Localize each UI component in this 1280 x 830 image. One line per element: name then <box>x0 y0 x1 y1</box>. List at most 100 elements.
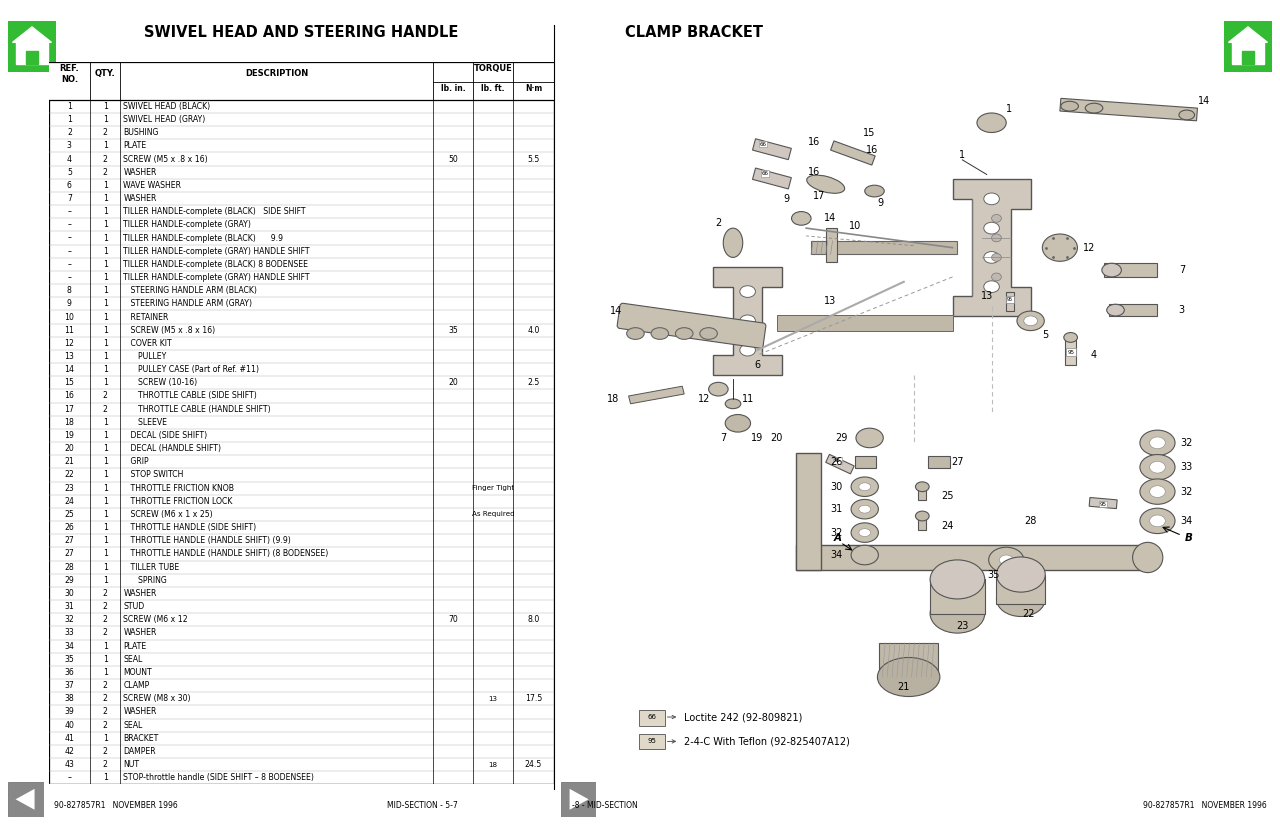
Ellipse shape <box>915 511 929 521</box>
Text: WASHER: WASHER <box>123 589 157 598</box>
Text: 21: 21 <box>64 457 74 466</box>
FancyArrowPatch shape <box>667 715 676 719</box>
Ellipse shape <box>996 557 1046 592</box>
Text: 6: 6 <box>67 181 72 190</box>
Text: REF.: REF. <box>59 65 79 73</box>
Text: SCREW (M6 x 12: SCREW (M6 x 12 <box>123 615 188 624</box>
Text: 2: 2 <box>102 694 108 703</box>
Text: 1: 1 <box>67 102 72 111</box>
Text: 22: 22 <box>64 471 74 480</box>
Text: 43: 43 <box>64 760 74 769</box>
Text: 1: 1 <box>102 313 108 321</box>
Text: SCREW (M5 x .8 x 16): SCREW (M5 x .8 x 16) <box>123 325 215 334</box>
Text: 18: 18 <box>489 762 498 768</box>
Text: 20: 20 <box>64 444 74 453</box>
Text: 2: 2 <box>102 589 108 598</box>
Polygon shape <box>1229 27 1267 42</box>
Text: PULLEY CASE (Part of Ref. #11): PULLEY CASE (Part of Ref. #11) <box>123 365 260 374</box>
Text: 1: 1 <box>102 247 108 256</box>
Ellipse shape <box>1016 311 1044 330</box>
Bar <box>919 516 927 530</box>
Text: 38: 38 <box>64 694 74 703</box>
Text: PLATE: PLATE <box>123 141 147 150</box>
Text: 1: 1 <box>102 352 108 361</box>
Ellipse shape <box>1140 508 1175 534</box>
Text: –: – <box>68 273 72 282</box>
Polygon shape <box>952 179 1030 316</box>
Text: 34: 34 <box>1180 516 1193 526</box>
Text: 50: 50 <box>448 154 458 164</box>
Text: QTY.: QTY. <box>95 70 115 79</box>
Ellipse shape <box>726 399 741 408</box>
Text: 13: 13 <box>980 291 993 301</box>
Text: 11: 11 <box>741 394 754 404</box>
Text: SCREW (M6 x 1 x 25): SCREW (M6 x 1 x 25) <box>123 510 212 519</box>
Ellipse shape <box>851 500 878 519</box>
Text: 5.5: 5.5 <box>527 154 540 164</box>
Text: TILLER HANDLE-complete (BLACK) 8 BODENSEE: TILLER HANDLE-complete (BLACK) 8 BODENSE… <box>123 260 308 269</box>
Text: 95: 95 <box>648 739 657 745</box>
Text: 1: 1 <box>102 774 108 782</box>
Ellipse shape <box>859 529 870 536</box>
FancyArrowPatch shape <box>667 740 676 743</box>
Text: 8.0: 8.0 <box>527 615 540 624</box>
Text: 14: 14 <box>609 306 622 316</box>
Text: 34: 34 <box>829 550 842 560</box>
Ellipse shape <box>992 234 1001 242</box>
Text: COVER KIT: COVER KIT <box>123 339 173 348</box>
Text: TILLER HANDLE-complete (GRAY) HANDLE SHIFT: TILLER HANDLE-complete (GRAY) HANDLE SHI… <box>123 247 310 256</box>
Text: TILLER TUBE: TILLER TUBE <box>123 563 179 572</box>
Text: 2: 2 <box>102 707 108 716</box>
Ellipse shape <box>984 222 1000 234</box>
Text: 40: 40 <box>64 720 74 730</box>
Text: DECAL (HANDLE SHIFT): DECAL (HANDLE SHIFT) <box>123 444 221 453</box>
Text: 20: 20 <box>771 433 783 443</box>
Ellipse shape <box>931 594 984 633</box>
Bar <box>796 545 1148 569</box>
Text: 18: 18 <box>64 417 74 427</box>
Text: 30: 30 <box>829 481 842 491</box>
Text: 21: 21 <box>897 681 910 691</box>
Text: 1: 1 <box>102 444 108 453</box>
Polygon shape <box>13 27 51 42</box>
Text: 2: 2 <box>716 218 722 228</box>
Text: 17: 17 <box>813 191 826 201</box>
Ellipse shape <box>992 214 1001 222</box>
Text: STOP SWITCH: STOP SWITCH <box>123 471 184 480</box>
Text: 1: 1 <box>102 431 108 440</box>
Polygon shape <box>17 42 47 65</box>
Text: 17: 17 <box>64 405 74 413</box>
Text: SPRING: SPRING <box>123 576 168 585</box>
Text: 5: 5 <box>67 168 72 177</box>
Text: THROTTLE HANDLE (HANDLE SHIFT) (8 BODENSEE): THROTTLE HANDLE (HANDLE SHIFT) (8 BODENS… <box>123 549 329 559</box>
Text: THROTTLE HANDLE (SIDE SHIFT): THROTTLE HANDLE (SIDE SHIFT) <box>123 523 256 532</box>
Text: 1: 1 <box>102 378 108 388</box>
Text: 1: 1 <box>102 208 108 216</box>
Ellipse shape <box>1000 555 1012 564</box>
Text: 2.5: 2.5 <box>527 378 540 388</box>
Text: PLATE: PLATE <box>123 642 147 651</box>
FancyBboxPatch shape <box>8 21 56 72</box>
Text: 2: 2 <box>102 747 108 756</box>
Text: 12: 12 <box>698 394 710 404</box>
Text: 14: 14 <box>64 365 74 374</box>
Text: 2: 2 <box>102 128 108 137</box>
Ellipse shape <box>1149 515 1165 527</box>
Text: TILLER HANDLE-complete (GRAY): TILLER HANDLE-complete (GRAY) <box>123 220 251 229</box>
Ellipse shape <box>988 547 1024 573</box>
Bar <box>826 228 837 262</box>
Text: 1: 1 <box>102 734 108 743</box>
Text: 9: 9 <box>783 194 790 204</box>
Text: 1: 1 <box>102 194 108 203</box>
Ellipse shape <box>709 383 728 396</box>
Ellipse shape <box>984 251 1000 263</box>
Ellipse shape <box>851 477 878 496</box>
Text: 1: 1 <box>102 102 108 111</box>
Text: 3: 3 <box>67 141 72 150</box>
Text: 19: 19 <box>751 433 763 443</box>
Text: 32: 32 <box>1180 437 1193 448</box>
Text: 2: 2 <box>102 392 108 401</box>
Text: 28: 28 <box>1024 516 1037 526</box>
Ellipse shape <box>984 281 1000 292</box>
Text: 13: 13 <box>489 696 498 702</box>
